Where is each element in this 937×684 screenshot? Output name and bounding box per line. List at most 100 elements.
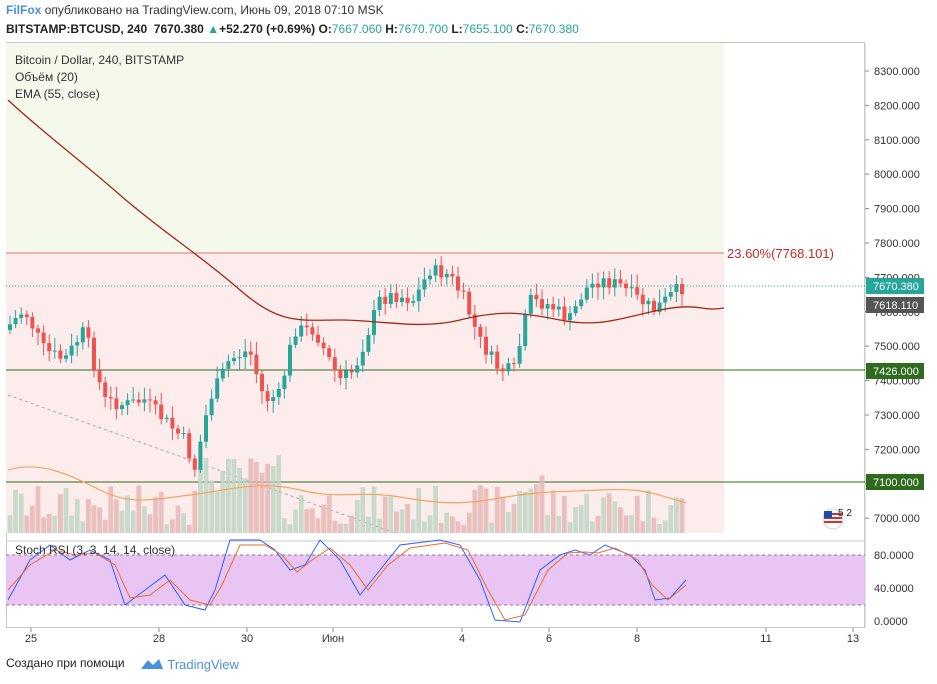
stoch-tick-label: 0.0000 bbox=[874, 616, 908, 628]
volume-bar bbox=[427, 515, 433, 533]
price-label-box bbox=[866, 363, 924, 379]
volume-bar bbox=[410, 519, 416, 533]
volume-bar bbox=[472, 490, 478, 533]
candle-body bbox=[495, 351, 500, 369]
volume-bar bbox=[640, 521, 646, 533]
price-change: +52.270 (+0.69%) bbox=[219, 22, 316, 36]
volume-bar bbox=[354, 499, 360, 533]
volume-bar bbox=[130, 510, 136, 533]
green-zone bbox=[6, 43, 724, 253]
volume-bar bbox=[259, 472, 265, 533]
candle-body bbox=[601, 278, 606, 288]
candle-body bbox=[545, 304, 550, 309]
ema-legend[interactable]: EMA (55, close) bbox=[15, 87, 100, 101]
volume-bar bbox=[102, 519, 108, 533]
candle-body bbox=[52, 350, 57, 352]
candle-body bbox=[663, 296, 668, 303]
volume-bar bbox=[679, 498, 685, 533]
candle-body bbox=[226, 361, 231, 369]
candle-body bbox=[176, 428, 180, 434]
volume-bar bbox=[119, 510, 125, 533]
volume-bar bbox=[522, 491, 528, 533]
close-label: C: bbox=[516, 22, 529, 36]
author-name[interactable]: FilFox bbox=[6, 3, 42, 17]
volume-bar bbox=[405, 503, 410, 533]
volume-bar bbox=[573, 506, 578, 533]
volume-bar bbox=[662, 520, 668, 533]
candle-body bbox=[383, 296, 388, 304]
candle-body bbox=[271, 397, 276, 402]
volume-bar bbox=[108, 486, 114, 533]
candle-body bbox=[640, 294, 645, 305]
candle-body bbox=[355, 365, 360, 373]
stoch-legend[interactable]: Stoch RSI (3, 3, 14, 14, close) bbox=[15, 543, 176, 557]
candle-body bbox=[366, 335, 371, 352]
main-series-legend[interactable]: Bitcoin / Dollar, 240, BITSTAMP bbox=[15, 53, 185, 67]
volume-bar bbox=[254, 461, 259, 533]
candle-body bbox=[344, 370, 348, 379]
volume-ma-line bbox=[7, 466, 687, 504]
candle-body bbox=[562, 306, 567, 321]
volume-bar bbox=[91, 505, 97, 533]
volume-bar bbox=[343, 523, 349, 533]
volume-bar bbox=[332, 520, 338, 533]
stoch-k-line bbox=[7, 539, 687, 623]
price-label-box bbox=[866, 278, 924, 294]
volume-bar bbox=[63, 487, 69, 533]
candle-body bbox=[411, 301, 416, 303]
candle-body bbox=[282, 375, 287, 389]
candle-body bbox=[428, 275, 432, 280]
ema-line[interactable] bbox=[7, 99, 725, 326]
volume-bar bbox=[231, 459, 237, 533]
volume-bar bbox=[433, 485, 438, 533]
candle-body bbox=[232, 358, 236, 362]
candle-body bbox=[629, 287, 634, 289]
candle-body bbox=[467, 291, 472, 315]
volume-bar bbox=[298, 495, 304, 533]
candle-body bbox=[400, 297, 404, 302]
volume-bar bbox=[338, 523, 343, 533]
candle-body bbox=[97, 369, 102, 383]
volume-bar bbox=[24, 515, 30, 533]
volume-bar bbox=[388, 496, 394, 533]
volume-bar bbox=[651, 517, 657, 533]
volume-bar bbox=[382, 496, 388, 533]
footer-credit: Создано при помощи bbox=[6, 656, 125, 670]
candle-body bbox=[388, 293, 393, 304]
candle-body bbox=[652, 300, 656, 312]
high-value: 7670.700 bbox=[397, 22, 448, 36]
price-tick-label: 8300.000 bbox=[874, 66, 920, 78]
volume-legend[interactable]: Объём (20) bbox=[15, 70, 78, 84]
price-tick-label: 8100.000 bbox=[874, 135, 920, 147]
candle-body bbox=[444, 273, 449, 278]
fib-label[interactable]: 23.60%(7768.101) bbox=[727, 246, 834, 261]
candle-body bbox=[265, 391, 270, 402]
stoch-d-line bbox=[7, 542, 687, 621]
tradingview-logo[interactable]: TradingView bbox=[140, 655, 239, 672]
candle-body bbox=[198, 441, 203, 470]
volume-bar bbox=[623, 515, 629, 533]
low-label: L: bbox=[451, 22, 463, 36]
events-flag-icon[interactable] bbox=[822, 508, 844, 530]
price-label-text: 7100.000 bbox=[873, 477, 919, 489]
candle-body bbox=[327, 348, 332, 358]
candle-body bbox=[80, 327, 85, 343]
candle-body bbox=[512, 363, 516, 365]
volume-bar bbox=[618, 507, 623, 533]
candle-body bbox=[215, 378, 220, 399]
volume-bar bbox=[494, 487, 500, 533]
volume-bar bbox=[86, 499, 91, 533]
volume-bar bbox=[310, 508, 315, 533]
candle-body bbox=[472, 314, 477, 327]
stoch-band bbox=[6, 555, 865, 605]
price-tick-label: 8000.000 bbox=[874, 169, 920, 181]
candle-body bbox=[461, 290, 466, 292]
candle-body bbox=[377, 296, 382, 310]
price-tick-label: 7900.000 bbox=[874, 204, 920, 216]
candle-body bbox=[293, 336, 298, 345]
volume-bar bbox=[601, 497, 606, 533]
price-tick-label: 7800.000 bbox=[874, 238, 920, 250]
candle-body bbox=[131, 399, 136, 401]
time-tick-label: 4 bbox=[459, 633, 465, 645]
